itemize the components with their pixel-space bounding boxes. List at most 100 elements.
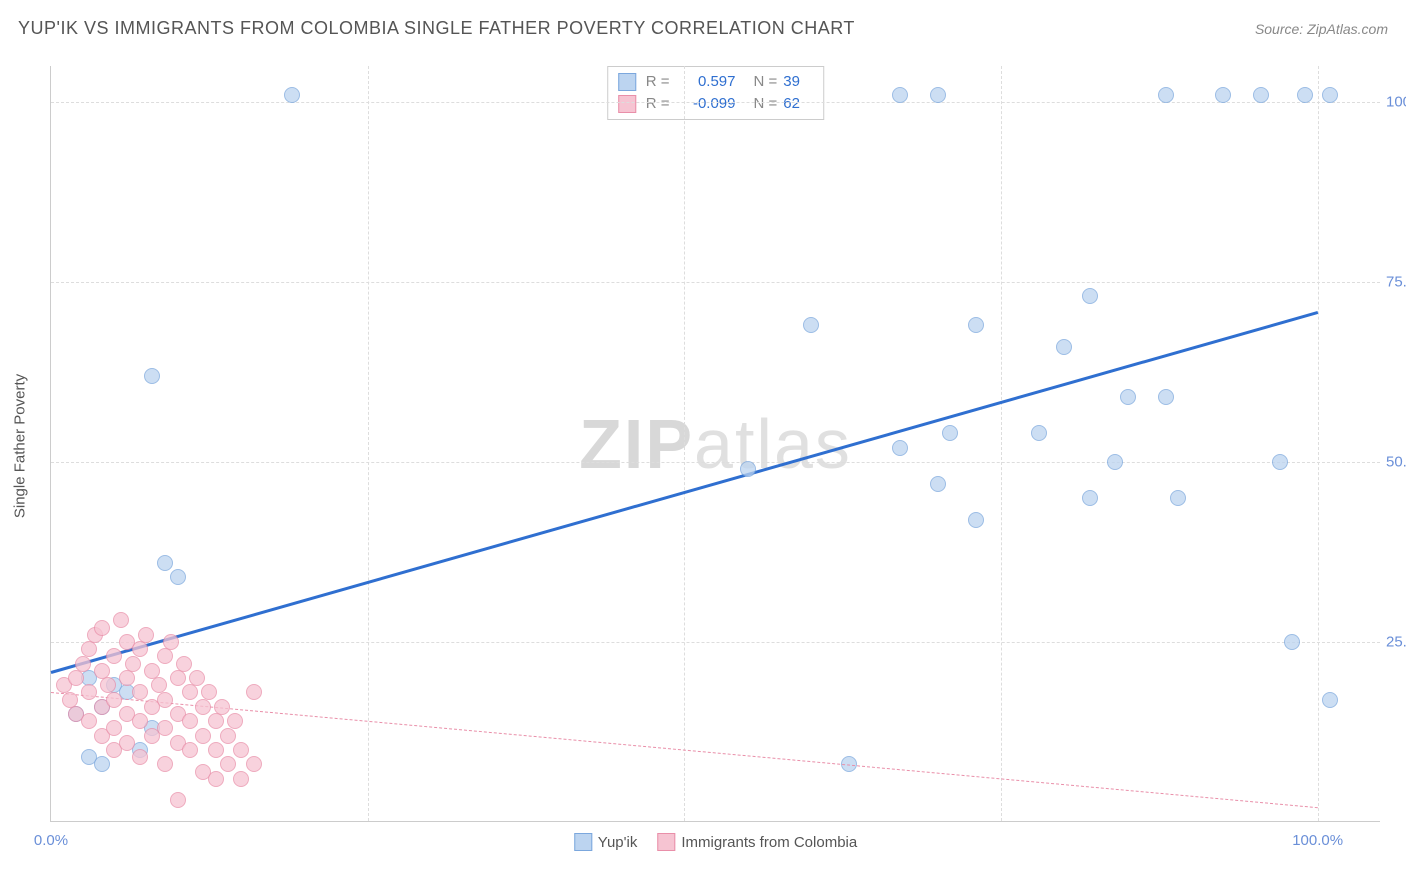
legend-label-yupik: Yup'ik bbox=[598, 834, 638, 851]
legend-row-colombia: R = -0.099 N = 62 bbox=[618, 93, 814, 115]
correlation-legend: R = 0.597 N = 39 R = -0.099 N = 62 bbox=[607, 66, 825, 120]
data-point-colombia bbox=[68, 670, 84, 686]
swatch-yupik bbox=[618, 73, 636, 91]
gridline-h bbox=[51, 282, 1380, 283]
data-point-yupik bbox=[803, 317, 819, 333]
data-point-yupik bbox=[930, 87, 946, 103]
legend-item-yupik: Yup'ik bbox=[574, 833, 638, 851]
data-point-colombia bbox=[195, 699, 211, 715]
data-point-colombia bbox=[75, 656, 91, 672]
data-point-colombia bbox=[227, 713, 243, 729]
data-point-colombia bbox=[182, 713, 198, 729]
data-point-colombia bbox=[81, 684, 97, 700]
data-point-colombia bbox=[182, 684, 198, 700]
data-point-colombia bbox=[170, 670, 186, 686]
data-point-colombia bbox=[94, 620, 110, 636]
data-point-yupik bbox=[170, 569, 186, 585]
data-point-yupik bbox=[930, 476, 946, 492]
data-point-colombia bbox=[189, 670, 205, 686]
data-point-colombia bbox=[119, 670, 135, 686]
data-point-colombia bbox=[208, 742, 224, 758]
data-point-colombia bbox=[106, 692, 122, 708]
gridline-v bbox=[684, 66, 685, 821]
data-point-colombia bbox=[132, 713, 148, 729]
data-point-yupik bbox=[1082, 288, 1098, 304]
data-point-yupik bbox=[1284, 634, 1300, 650]
data-point-colombia bbox=[246, 684, 262, 700]
legend-row-yupik: R = 0.597 N = 39 bbox=[618, 71, 814, 93]
x-tick-label: 100.0% bbox=[1292, 832, 1343, 849]
scatter-plot: ZIPatlas R = 0.597 N = 39 R = -0.099 N =… bbox=[50, 66, 1380, 822]
gridline-v bbox=[368, 66, 369, 821]
chart-title: YUP'IK VS IMMIGRANTS FROM COLOMBIA SINGL… bbox=[18, 18, 855, 39]
data-point-colombia bbox=[233, 771, 249, 787]
data-point-colombia bbox=[233, 742, 249, 758]
data-point-colombia bbox=[170, 792, 186, 808]
data-point-colombia bbox=[214, 699, 230, 715]
data-point-yupik bbox=[94, 756, 110, 772]
data-point-colombia bbox=[246, 756, 262, 772]
data-point-yupik bbox=[968, 317, 984, 333]
data-point-yupik bbox=[1158, 389, 1174, 405]
data-point-colombia bbox=[125, 656, 141, 672]
source-label: Source: ZipAtlas.com bbox=[1255, 21, 1388, 37]
data-point-yupik bbox=[1322, 87, 1338, 103]
data-point-yupik bbox=[284, 87, 300, 103]
data-point-colombia bbox=[81, 713, 97, 729]
swatch-colombia-icon bbox=[657, 833, 675, 851]
data-point-colombia bbox=[157, 756, 173, 772]
data-point-yupik bbox=[1215, 87, 1231, 103]
legend-item-colombia: Immigrants from Colombia bbox=[657, 833, 857, 851]
data-point-yupik bbox=[1082, 490, 1098, 506]
data-point-colombia bbox=[195, 728, 211, 744]
x-tick-label: 0.0% bbox=[34, 832, 68, 849]
data-point-yupik bbox=[942, 425, 958, 441]
data-point-yupik bbox=[1322, 692, 1338, 708]
data-point-colombia bbox=[176, 656, 192, 672]
data-point-colombia bbox=[220, 728, 236, 744]
n-value-yupik: 39 bbox=[783, 71, 813, 93]
y-tick-label: 75.0% bbox=[1386, 274, 1406, 291]
gridline-v bbox=[1001, 66, 1002, 821]
data-point-colombia bbox=[157, 692, 173, 708]
data-point-yupik bbox=[1031, 425, 1047, 441]
data-point-yupik bbox=[144, 368, 160, 384]
swatch-colombia bbox=[618, 95, 636, 113]
data-point-colombia bbox=[132, 641, 148, 657]
swatch-yupik-icon bbox=[574, 833, 592, 851]
data-point-colombia bbox=[157, 648, 173, 664]
series-legend: Yup'ik Immigrants from Colombia bbox=[574, 833, 857, 851]
data-point-yupik bbox=[1253, 87, 1269, 103]
y-tick-label: 25.0% bbox=[1386, 634, 1406, 651]
data-point-yupik bbox=[1158, 87, 1174, 103]
data-point-colombia bbox=[132, 684, 148, 700]
data-point-yupik bbox=[892, 87, 908, 103]
data-point-colombia bbox=[157, 720, 173, 736]
gridline-h bbox=[51, 642, 1380, 643]
data-point-colombia bbox=[106, 720, 122, 736]
data-point-yupik bbox=[1120, 389, 1136, 405]
gridline-h bbox=[51, 102, 1380, 103]
data-point-colombia bbox=[106, 648, 122, 664]
data-point-yupik bbox=[1107, 454, 1123, 470]
data-point-yupik bbox=[740, 461, 756, 477]
n-value-colombia: 62 bbox=[783, 93, 813, 115]
data-point-colombia bbox=[132, 749, 148, 765]
data-point-yupik bbox=[1056, 339, 1072, 355]
watermark: ZIPatlas bbox=[579, 404, 852, 484]
legend-label-colombia: Immigrants from Colombia bbox=[681, 834, 857, 851]
data-point-colombia bbox=[163, 634, 179, 650]
data-point-colombia bbox=[201, 684, 217, 700]
data-point-yupik bbox=[968, 512, 984, 528]
gridline-v bbox=[1318, 66, 1319, 821]
data-point-colombia bbox=[182, 742, 198, 758]
y-axis-label: Single Father Poverty bbox=[12, 374, 29, 518]
y-tick-label: 50.0% bbox=[1386, 454, 1406, 471]
data-point-colombia bbox=[220, 756, 236, 772]
data-point-colombia bbox=[119, 735, 135, 751]
y-tick-label: 100.0% bbox=[1386, 94, 1406, 111]
data-point-colombia bbox=[81, 641, 97, 657]
data-point-yupik bbox=[1272, 454, 1288, 470]
data-point-colombia bbox=[208, 771, 224, 787]
data-point-colombia bbox=[113, 612, 129, 628]
